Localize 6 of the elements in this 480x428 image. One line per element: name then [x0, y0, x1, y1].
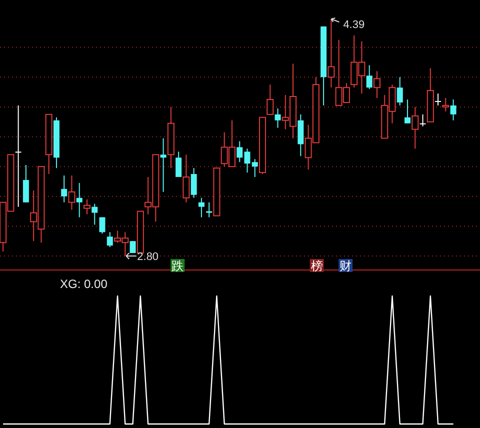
tag: 财 — [338, 259, 353, 273]
annotation: 4.39 — [343, 19, 365, 31]
tag: 榜 — [310, 259, 324, 273]
annotation: 2.80 — [137, 251, 159, 263]
tag: 跌 — [170, 259, 185, 273]
chart-title: XG: 0.00 — [60, 277, 108, 291]
